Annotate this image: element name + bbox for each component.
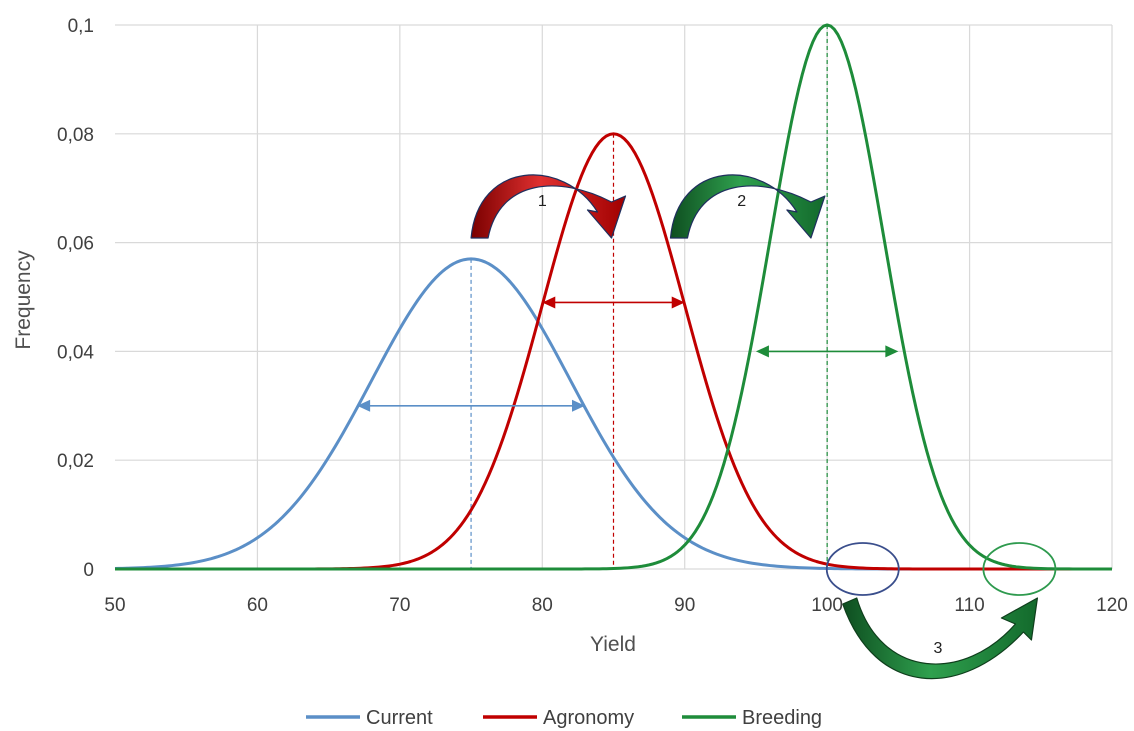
spread-arrow-head-right: [572, 399, 586, 412]
y-tick-label: 0,06: [57, 234, 94, 255]
curves-layer: [114, 23, 1112, 571]
x-tick-label: 90: [674, 595, 695, 616]
spread-arrow-head-right: [671, 296, 685, 309]
x-tick-label: 50: [104, 595, 125, 616]
x-axis-title: Yield: [590, 633, 636, 656]
tail-circle: [825, 542, 900, 596]
x-tick-label: 100: [811, 595, 843, 616]
annotations-layer: 1 2 3: [357, 174, 1057, 680]
reference-lines-layer: [470, 25, 828, 569]
shift-arrow-body: [669, 174, 826, 239]
shift-arrow-2: 2: [669, 174, 826, 239]
spread-arrow-breeding: [755, 345, 899, 358]
legend-label: Agronomy: [543, 707, 634, 729]
spread-arrow-head-left: [542, 296, 556, 309]
shift-arrow-label: 3: [933, 640, 942, 657]
x-tick-label: 120: [1096, 595, 1128, 616]
shift-arrow-3: 3: [842, 597, 1039, 680]
y-tick-label: 0: [83, 560, 94, 581]
series-line-breeding: [115, 23, 1112, 571]
legend-label: Breeding: [742, 707, 822, 729]
legend-label: Current: [366, 707, 433, 729]
shift-arrow-body: [470, 174, 627, 239]
x-tick-label: 110: [954, 595, 984, 616]
shift-arrow-label: 2: [737, 193, 746, 210]
legend-item-current: Current: [306, 707, 433, 729]
spread-arrow-agronomy: [542, 296, 685, 309]
x-tick-label: 70: [389, 595, 410, 616]
shift-arrow-body: [842, 597, 1039, 680]
legend: Current Agronomy Breeding: [306, 707, 822, 729]
legend-item-breeding: Breeding: [682, 707, 822, 729]
grid-layer: [115, 24, 1113, 570]
spread-arrow-head-right: [885, 345, 899, 358]
y-tick-label: 0,04: [57, 342, 94, 363]
y-tick-label: 0,02: [57, 451, 94, 472]
axis-layer: Yield Frequency 50 60 70 80 90 100 110 120 0 0,02…: [12, 16, 1128, 656]
shift-arrow-label: 1: [538, 193, 547, 210]
spread-arrow-head-left: [357, 399, 371, 412]
tail-circle: [982, 542, 1057, 596]
y-tick-label: 0,1: [68, 16, 94, 37]
legend-item-agronomy: Agronomy: [483, 707, 634, 729]
y-axis-title: Frequency: [12, 250, 35, 350]
spread-arrow-current: [357, 399, 586, 412]
y-tick-label: 0,08: [57, 125, 94, 146]
spread-arrow-head-left: [755, 345, 769, 358]
x-tick-label: 80: [532, 595, 553, 616]
shift-arrow-1: 1: [470, 174, 627, 239]
x-tick-label: 60: [247, 595, 268, 616]
